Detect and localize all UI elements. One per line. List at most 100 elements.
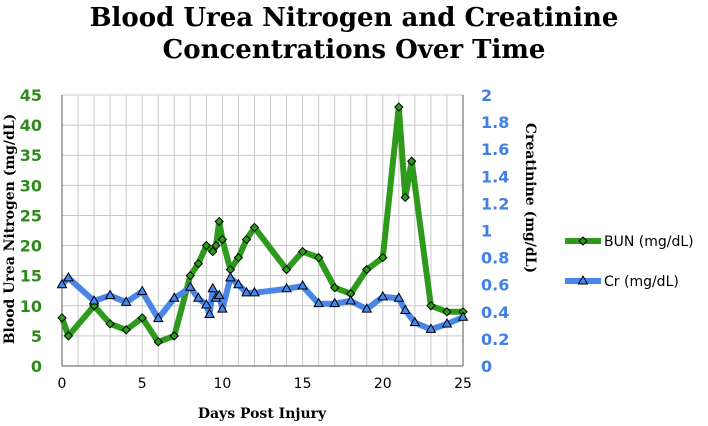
y-right-tick-label: 0.6 xyxy=(481,276,509,295)
data-point-bun xyxy=(394,102,404,112)
data-point-bun xyxy=(153,337,163,347)
y-left-tick-label: 30 xyxy=(20,176,42,195)
y-right-tick-label: 1 xyxy=(481,222,492,241)
y-axis-left-label: Blood Urea Nitrogen (mg/dL) xyxy=(2,114,18,345)
data-point-bun xyxy=(378,252,388,263)
data-point-cr xyxy=(329,297,341,308)
y-right-tick-label: 0.4 xyxy=(481,303,509,322)
x-tick-label: 0 xyxy=(58,376,67,392)
data-point-cr xyxy=(192,292,204,302)
data-point-cr xyxy=(88,294,100,305)
data-point-bun xyxy=(281,264,292,275)
data-point-cr xyxy=(225,271,236,282)
data-point-cr xyxy=(204,308,215,319)
y-right-tick-label: 1.4 xyxy=(481,167,509,186)
data-point-cr xyxy=(241,286,252,297)
chart-title-line-1: Blood Urea Nitrogen and Creatinine xyxy=(89,3,619,33)
data-point-cr xyxy=(441,317,453,328)
y-left-tick-label: 35 xyxy=(20,146,42,165)
data-point-cr xyxy=(377,290,389,301)
x-axis-label: Days Post Injury xyxy=(198,406,327,422)
data-point-cr xyxy=(249,286,260,297)
data-point-bun xyxy=(169,331,179,341)
data-point-bun xyxy=(214,216,224,227)
data-point-cr xyxy=(281,282,292,293)
y-left-tick-label: 45 xyxy=(20,86,42,105)
y-right-tick-label: 1.8 xyxy=(481,113,509,132)
data-point-cr xyxy=(56,278,68,289)
y-right-tick-label: 1.6 xyxy=(481,140,509,159)
x-tick-label: 20 xyxy=(374,376,392,392)
data-point-bun xyxy=(185,270,196,281)
data-point-cr xyxy=(136,285,148,295)
data-point-bun xyxy=(297,246,308,257)
data-point-bun xyxy=(105,319,115,329)
data-point-bun xyxy=(406,156,417,166)
y-left-tick-label: 20 xyxy=(20,237,42,256)
data-point-bun xyxy=(329,283,340,293)
y-left-tick-label: 40 xyxy=(20,116,42,135)
y-right-tick-label: 0.2 xyxy=(481,330,509,349)
legend-bun-label: BUN (mg/dL) xyxy=(604,234,694,250)
data-point-bun xyxy=(426,301,436,311)
data-point-cr xyxy=(104,289,116,300)
data-point-cr xyxy=(409,316,421,327)
y-left-tick-label: 15 xyxy=(20,267,42,286)
series-cr xyxy=(56,271,469,333)
data-point-cr xyxy=(207,282,219,293)
x-tick-label: 10 xyxy=(213,376,231,392)
data-point-cr xyxy=(345,294,357,305)
series-layer xyxy=(56,102,469,347)
data-point-bun xyxy=(211,240,221,251)
y-left-tick-label: 0 xyxy=(31,357,42,376)
data-point-bun xyxy=(193,258,204,269)
data-point-cr xyxy=(217,303,228,313)
data-point-cr xyxy=(184,281,196,291)
series-line-bun xyxy=(59,104,466,345)
data-point-cr xyxy=(152,312,164,323)
y-left-tick-label: 25 xyxy=(20,206,42,225)
chart-title-line-2: Concentrations Over Time xyxy=(162,35,546,65)
y-axis-right-label: Creatinine (mg/dL) xyxy=(522,123,538,273)
y-left-tick-label: 10 xyxy=(20,297,42,316)
legend-cr-marker xyxy=(577,274,589,285)
right-axis-ticks: 0 0.2 0.4 0.6 0.8 1 1.2 1.4 1.6 1.8 2 xyxy=(481,86,509,376)
data-point-bun xyxy=(400,192,410,203)
data-point-bun xyxy=(217,234,228,245)
data-point-bun xyxy=(442,307,452,317)
data-point-bun xyxy=(121,325,131,335)
chart-title: Blood Urea Nitrogen and Creatinine Conce… xyxy=(0,2,708,66)
data-point-bun xyxy=(201,240,212,251)
legend-cr-label: Cr (mg/dL) xyxy=(604,274,679,290)
data-point-bun xyxy=(208,246,218,257)
legend-item-bun: BUN (mg/dL) xyxy=(565,234,694,250)
data-point-cr xyxy=(297,280,308,290)
x-axis-ticks: 0 5 10 15 20 25 xyxy=(58,376,472,392)
legend: BUN (mg/dL) Cr (mg/dL) xyxy=(565,234,694,290)
data-point-cr xyxy=(457,311,469,321)
y-right-tick-label: 1.2 xyxy=(481,194,509,213)
data-point-bun xyxy=(57,313,67,323)
data-point-cr xyxy=(63,271,74,282)
data-point-bun xyxy=(63,331,74,341)
data-point-cr xyxy=(120,296,132,306)
data-point-cr xyxy=(399,304,411,314)
left-axis-ticks: 0 5 10 15 20 25 30 35 40 45 xyxy=(20,86,42,376)
data-point-cr xyxy=(233,278,244,289)
x-tick-label: 5 xyxy=(138,376,147,392)
data-point-cr xyxy=(361,303,373,313)
x-tick-label: 15 xyxy=(294,376,312,392)
data-point-cr xyxy=(213,289,225,300)
data-point-cr xyxy=(425,323,437,333)
data-point-bun xyxy=(313,252,324,263)
y-left-tick-label: 5 xyxy=(31,327,42,346)
data-point-cr xyxy=(168,292,180,302)
data-point-cr xyxy=(201,299,212,309)
data-point-bun xyxy=(233,252,244,263)
data-point-bun xyxy=(362,264,372,275)
data-point-cr xyxy=(393,292,405,302)
data-point-bun xyxy=(249,222,260,233)
y-right-tick-label: 0.8 xyxy=(481,249,509,268)
data-point-bun xyxy=(137,313,147,323)
